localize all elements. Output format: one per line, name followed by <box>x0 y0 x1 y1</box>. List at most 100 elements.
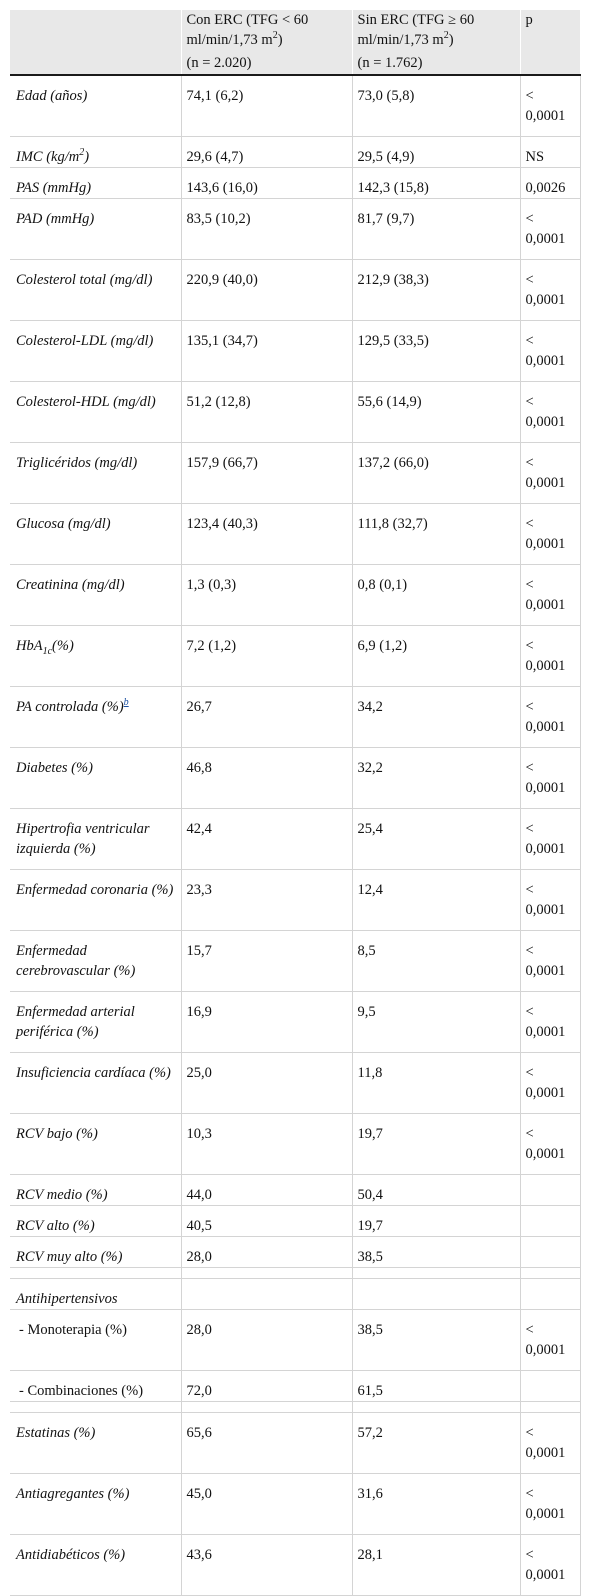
row-label: Estatinas (%) <box>10 1412 181 1474</box>
value-con-erc: 83,5 (10,2) <box>180 198 352 260</box>
table-row: Glucosa (mg/dl) 123,4 (40,3) 111,8 (32,7) <… <box>10 503 581 565</box>
table-row: Edad (años) 74,1 (6,2) 73,0 (5,8) < 0,0001 <box>10 75 581 137</box>
spacer-cell <box>519 1401 581 1413</box>
row-label: PAD (mmHg) <box>10 198 181 260</box>
value-con-erc: 220,9 (40,0) <box>180 259 352 321</box>
table-row: RCV bajo (%) 10,3 19,7 < 0,0001 <box>10 1113 581 1175</box>
value-sin-erc: 8,5 <box>351 930 520 992</box>
row-label: HbA1c(%) <box>10 625 181 687</box>
p-value: < 0,0001 <box>519 1473 581 1535</box>
value-con-erc: 16,9 <box>180 991 352 1053</box>
value-con-erc: 1,3 (0,3) <box>180 564 352 626</box>
row-label: Antiagregantes (%) <box>10 1473 181 1535</box>
row-label: Antidiabéticos (%) <box>10 1534 181 1596</box>
row-label: - Monoterapia (%) <box>10 1309 181 1371</box>
row-label: Enfermedad coronaria (%) <box>10 869 181 931</box>
value-sin-erc: 61,5 <box>351 1370 520 1402</box>
header-con-erc: Con ERC (TFG < 60 ml/min/1,73 m2) (n = 2… <box>180 10 352 76</box>
p-value: < 0,0001 <box>519 1052 581 1114</box>
table-row: - Combinaciones (%) 72,0 61,5 <box>10 1370 581 1402</box>
table-row: Colesterol-HDL (mg/dl) 51,2 (12,8) 55,6 (1… <box>10 381 581 443</box>
row-label: Edad (años) <box>10 75 181 137</box>
value-sin-erc: 19,7 <box>351 1113 520 1175</box>
row-label: PAS (mmHg) <box>10 167 181 199</box>
value-sin-erc <box>351 1278 520 1310</box>
row-label: Glucosa (mg/dl) <box>10 503 181 565</box>
row-label: Insuficiencia cardíaca (%) <box>10 1052 181 1114</box>
value-con-erc: 25,0 <box>180 1052 352 1114</box>
row-label: Creatinina (mg/dl) <box>10 564 181 626</box>
value-sin-erc: 25,4 <box>351 808 520 870</box>
table-row: Colesterol total (mg/dl) 220,9 (40,0) 212,… <box>10 259 581 321</box>
results-table: Con ERC (TFG < 60 ml/min/1,73 m2) (n = 2… <box>10 10 581 1596</box>
table-header-row: Con ERC (TFG < 60 ml/min/1,73 m2) (n = 2… <box>10 10 580 76</box>
table-row: IMC (kg/m2) 29,6 (4,7) 29,5 (4,9) NS <box>10 136 581 168</box>
value-sin-erc: 31,6 <box>351 1473 520 1535</box>
spacer-cell <box>10 1267 181 1279</box>
value-sin-erc: 137,2 (66,0) <box>351 442 520 504</box>
value-con-erc: 7,2 (1,2) <box>180 625 352 687</box>
value-sin-erc: 32,2 <box>351 747 520 809</box>
table-row: RCV muy alto (%) 28,0 38,5 <box>10 1236 581 1268</box>
value-sin-erc: 9,5 <box>351 991 520 1053</box>
row-label: RCV bajo (%) <box>10 1113 181 1175</box>
p-value: < 0,0001 <box>519 869 581 931</box>
value-con-erc: 15,7 <box>180 930 352 992</box>
p-value <box>519 1174 581 1206</box>
p-value: < 0,0001 <box>519 808 581 870</box>
value-con-erc: 143,6 (16,0) <box>180 167 352 199</box>
table-row: Insuficiencia cardíaca (%) 25,0 11,8 < 0,00… <box>10 1052 581 1114</box>
value-con-erc: 135,1 (34,7) <box>180 320 352 382</box>
value-sin-erc: 212,9 (38,3) <box>351 259 520 321</box>
value-sin-erc: 142,3 (15,8) <box>351 167 520 199</box>
value-sin-erc: 50,4 <box>351 1174 520 1206</box>
row-label: Enfermedad arterial periférica (%) <box>10 991 181 1053</box>
p-value: < 0,0001 <box>519 564 581 626</box>
value-con-erc: 44,0 <box>180 1174 352 1206</box>
p-value <box>519 1278 581 1310</box>
table-row: - Monoterapia (%) 28,0 38,5 < 0,0001 <box>10 1309 581 1371</box>
value-sin-erc: 19,7 <box>351 1205 520 1237</box>
table-row: Enfermedad coronaria (%) 23,3 12,4 < 0,0001 <box>10 869 581 931</box>
value-sin-erc: 38,5 <box>351 1309 520 1371</box>
p-value: < 0,0001 <box>519 503 581 565</box>
spacer-cell <box>180 1267 352 1279</box>
row-label: Triglicéridos (mg/dl) <box>10 442 181 504</box>
table-row: PA controlada (%)b 26,7 34,2 < 0,0001 <box>10 686 581 748</box>
row-label: Hipertrofia ventricular izquierda (%) <box>10 808 181 870</box>
value-sin-erc: 111,8 (32,7) <box>351 503 520 565</box>
value-con-erc: 26,7 <box>180 686 352 748</box>
value-sin-erc: 12,4 <box>351 869 520 931</box>
p-value: < 0,0001 <box>519 686 581 748</box>
p-value: NS <box>519 136 581 168</box>
table-row: Antihipertensivos <box>10 1278 581 1310</box>
table-row: Diabetes (%) 46,8 32,2 < 0,0001 <box>10 747 581 809</box>
row-label: PA controlada (%)b <box>10 686 181 748</box>
row-label: Colesterol total (mg/dl) <box>10 259 181 321</box>
value-sin-erc: 55,6 (14,9) <box>351 381 520 443</box>
p-value: 0,0026 <box>519 167 581 199</box>
value-con-erc: 72,0 <box>180 1370 352 1402</box>
row-label: RCV alto (%) <box>10 1205 181 1237</box>
table-row: Estatinas (%) 65,6 57,2 < 0,0001 <box>10 1412 581 1474</box>
row-label: Enfermedad cerebrovascular (%) <box>10 930 181 992</box>
p-value: < 0,0001 <box>519 442 581 504</box>
value-con-erc: 157,9 (66,7) <box>180 442 352 504</box>
p-value: < 0,0001 <box>519 625 581 687</box>
p-value: < 0,0001 <box>519 381 581 443</box>
value-sin-erc: 28,1 <box>351 1534 520 1596</box>
header-sin-erc: Sin ERC (TFG ≥ 60 ml/min/1,73 m2) (n = 1… <box>351 10 520 76</box>
table-row: PAD (mmHg) 83,5 (10,2) 81,7 (9,7) < 0,0001 <box>10 198 581 260</box>
row-label: Antihipertensivos <box>10 1278 181 1310</box>
row-label: RCV medio (%) <box>10 1174 181 1206</box>
table-row: Enfermedad cerebrovascular (%) 15,7 8,5 < 0… <box>10 930 581 992</box>
table-row: HbA1c(%) 7,2 (1,2) 6,9 (1,2) < 0,0001 <box>10 625 581 687</box>
value-con-erc: 29,6 (4,7) <box>180 136 352 168</box>
spacer-cell <box>519 1267 581 1279</box>
table-row: Colesterol-LDL (mg/dl) 135,1 (34,7) 129,5 … <box>10 320 581 382</box>
table-spacer-row <box>10 1267 581 1279</box>
value-con-erc: 123,4 (40,3) <box>180 503 352 565</box>
p-value: < 0,0001 <box>519 1309 581 1371</box>
footnote-link[interactable]: b <box>123 697 129 709</box>
value-con-erc: 74,1 (6,2) <box>180 75 352 137</box>
